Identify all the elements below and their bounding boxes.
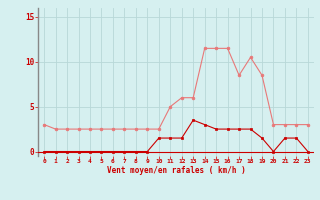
- X-axis label: Vent moyen/en rafales ( km/h ): Vent moyen/en rafales ( km/h ): [107, 166, 245, 175]
